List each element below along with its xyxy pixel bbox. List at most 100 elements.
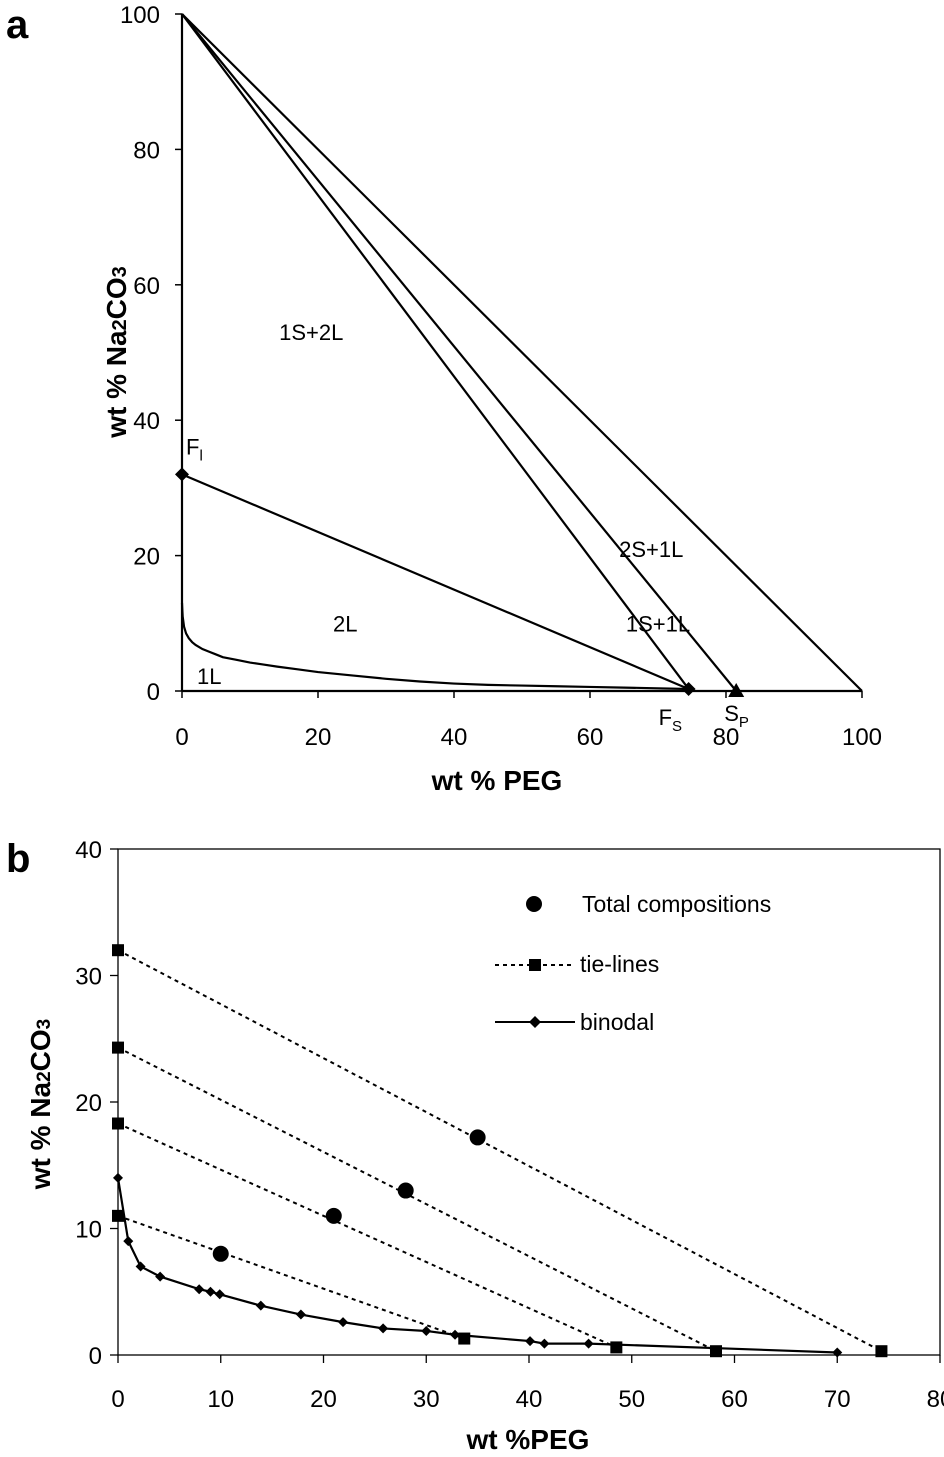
x-tick-label: 100 [842, 724, 882, 751]
binodal-point [295, 1309, 306, 1320]
binodal-line [116, 1177, 838, 1354]
x-tick-label: 30 [413, 1386, 440, 1413]
panel-b-label: b [6, 837, 30, 881]
binodal-point [450, 1329, 461, 1340]
legend-label-tie-lines: tie-lines [580, 951, 659, 977]
total-composition-point [469, 1129, 486, 1146]
tie-line-endpoint [112, 1209, 124, 1222]
panel-a-y-title-sub: 3 [109, 266, 131, 277]
panel-a-label: a [6, 3, 29, 47]
x-tick-label: 0 [111, 1386, 124, 1413]
panel-a-y-title-sub: 2 [109, 319, 131, 330]
y-tick-label: 100 [120, 2, 160, 29]
panel-b-y-title-part: wt % Na [25, 1081, 56, 1190]
region-label: 1S+1L [626, 611, 690, 636]
y-tick-label: 40 [133, 408, 160, 435]
x-tick-label: 60 [721, 1386, 748, 1413]
tie-line-endpoint [875, 1345, 888, 1358]
y-tick-label: 0 [147, 679, 160, 706]
panel-a-y-title-part: wt % Na [101, 330, 132, 439]
y-tick-label: 20 [75, 1090, 102, 1117]
binodal-point [113, 1172, 123, 1183]
phase-boundary-line [181, 473, 690, 690]
x-tick-label: 10 [207, 1386, 234, 1413]
binodal-point [583, 1338, 594, 1349]
panel-b-legend: Total compositions tie-lines binodal [495, 891, 771, 1035]
binodal-line [180, 602, 689, 691]
panel-a-phase-lines [180, 13, 863, 693]
total-composition-point [212, 1245, 229, 1262]
panel-b-axes: 0 10 20 30 40 50 60 70 80 0 10 20 30 40 [75, 837, 944, 1413]
region-label: 2S+1L [619, 537, 683, 562]
panel-a-x-axis-title: wt % PEG [431, 765, 563, 796]
panel-b-total-compositions [212, 1129, 486, 1262]
x-tick-label: 40 [516, 1386, 543, 1413]
y-tick-label: 80 [133, 137, 160, 164]
binodal-point [205, 1286, 216, 1297]
tie-line [117, 1214, 465, 1340]
tie-line-endpoint [610, 1341, 623, 1354]
point-label: Fl [186, 434, 203, 464]
x-tick-label: 70 [824, 1386, 851, 1413]
binodal-point [539, 1338, 550, 1349]
panel-a-axes: 0 20 40 60 80 100 0 20 40 60 80 100 [120, 2, 882, 751]
tie-line [117, 949, 882, 1353]
panel-b-y-title-sub: 2 [34, 1071, 55, 1082]
binodal-point [421, 1325, 432, 1336]
y-tick-label: 10 [75, 1217, 102, 1244]
panel-b-y-title-sub: 3 [34, 1019, 55, 1030]
x-tick-label: 40 [441, 724, 468, 751]
binodal-point [123, 1236, 134, 1247]
binodal-point [338, 1317, 349, 1328]
panel-a-region-labels: 1S+2L 2L 1L 2S+1L 1S+1L [197, 320, 690, 689]
phase-boundary-line [181, 13, 690, 690]
legend-label-binodal: binodal [580, 1009, 654, 1035]
total-composition-point [325, 1207, 342, 1224]
panel-b-y-title-part: CO [25, 1029, 56, 1071]
tie-line [117, 1046, 717, 1353]
binodal-point [194, 1284, 205, 1295]
panel-b-tie-lines [112, 944, 888, 1358]
region-label: 1S+2L [279, 320, 343, 345]
binodal-point [214, 1289, 225, 1300]
binodal-point [832, 1347, 843, 1358]
x-tick-label: 80 [927, 1386, 944, 1413]
point-label: FS [659, 705, 682, 735]
binodal-point [135, 1261, 146, 1272]
panel-b-plot-frame [117, 848, 941, 1356]
tie-line-endpoint [112, 944, 124, 957]
y-tick-label: 0 [89, 1343, 102, 1370]
binodal-point [155, 1271, 166, 1282]
binodal-point [378, 1323, 389, 1334]
tie-line [117, 1122, 617, 1349]
x-tick-label: 60 [577, 724, 604, 751]
phase-boundary-line [181, 13, 863, 692]
y-tick-label: 60 [133, 273, 160, 300]
x-tick-label: 50 [618, 1386, 645, 1413]
panel-a-points: Fl FSS P [175, 434, 749, 735]
panel-a-y-axis-title: wt % Na2CO3 [101, 266, 132, 439]
point-label-subscript: S [672, 718, 682, 735]
legend-marker-binodal [529, 1016, 541, 1028]
binodal-point [255, 1300, 266, 1311]
y-tick-label: 30 [75, 964, 102, 991]
region-label: 1L [197, 664, 221, 689]
x-tick-label: 0 [175, 724, 188, 751]
y-tick-label: 20 [133, 544, 160, 571]
point-label-subscript: P [739, 714, 749, 731]
panel-a-chart: a 0 20 40 60 80 100 0 20 40 60 80 100 1S+2L 2L 1L 2S+1… [6, 2, 882, 796]
binodal-point [525, 1336, 536, 1347]
panel-b-x-axis-title: wt %PEG [466, 1424, 590, 1455]
x-tick-label: 80 [713, 724, 740, 751]
legend-label-total-compositions: Total compositions [582, 891, 771, 917]
panel-b-y-axis-title: wt % Na2CO3 [25, 1019, 56, 1191]
x-tick-label: 20 [305, 724, 332, 751]
legend-marker-total-compositions [526, 896, 542, 912]
tie-line-endpoint [112, 1041, 124, 1054]
y-tick-label: 40 [75, 837, 102, 864]
point-marker-triangle [728, 683, 745, 697]
point-marker-diamond [681, 681, 696, 696]
phase-boundary-line [181, 13, 738, 692]
tie-line-endpoint [112, 1117, 124, 1130]
